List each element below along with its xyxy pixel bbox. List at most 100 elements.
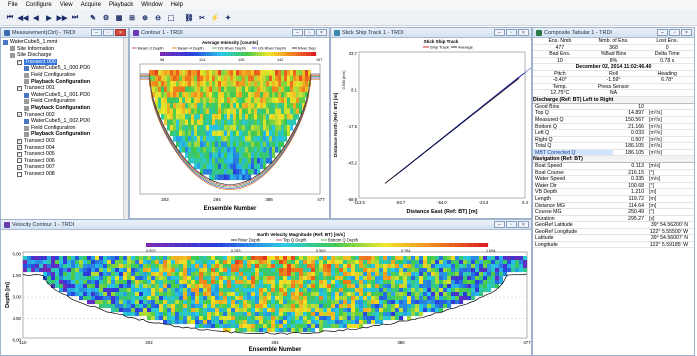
tree-node[interactable]: Transect 006	[2, 158, 127, 165]
menu-view[interactable]: View	[59, 2, 73, 8]
colorbar-cell	[484, 243, 489, 247]
skip-last-icon[interactable]: ⏭	[71, 13, 79, 21]
intensity-contour-chart[interactable]: Average Intensity [counts]Beam 3 Depth Be…	[130, 38, 329, 218]
contour-cell	[355, 308, 360, 313]
menu-playback[interactable]: Playback	[108, 2, 134, 8]
close-icon[interactable]: ×	[316, 29, 327, 36]
unlink-icon[interactable]: ✂	[199, 14, 205, 22]
velocity-titlebar[interactable]: Velocity Contour 1 - TRDI – ▫ ×	[1, 220, 531, 230]
tree-node[interactable]: Transect 008	[2, 171, 127, 178]
minimize-icon[interactable]: –	[292, 29, 303, 36]
tree-node[interactable]: ✓ Transect 005	[2, 151, 127, 158]
colorbar-cell	[389, 243, 394, 247]
tree-node[interactable]: Playback Configuration	[2, 105, 127, 112]
bolt-icon[interactable]: ⚡	[210, 14, 220, 22]
tree-node[interactable]: Field Configuration	[2, 125, 127, 132]
tree-node[interactable]: Playback Configuration	[2, 79, 127, 86]
tree-node[interactable]: Field Configuration	[2, 72, 127, 79]
menu-help[interactable]: Help	[170, 2, 183, 8]
tree-node[interactable]: ✓ Transect 002	[2, 112, 127, 119]
zoom-out-icon[interactable]: ⊖	[155, 14, 161, 22]
contour-cell	[227, 292, 232, 297]
tree-node[interactable]: Field Configuration	[2, 98, 127, 105]
step-forward-icon[interactable]: ▶▶	[56, 14, 68, 22]
contour-cell	[335, 272, 340, 277]
checkbox[interactable]	[17, 171, 22, 177]
contour-cell	[271, 316, 276, 321]
menu-acquire[interactable]: Acquire	[80, 2, 101, 8]
link-icon[interactable]: ⛓	[184, 14, 194, 22]
tree-node[interactable]: ✓ Transect 007	[2, 164, 127, 171]
tree-node[interactable]: ✓ Transect 001	[2, 85, 127, 92]
stick-titlebar[interactable]: Stick Ship Track 1 - TRDI – ▫ ×	[331, 28, 531, 38]
tree-node[interactable]: WaterCube5_1_000.PD0	[2, 65, 127, 72]
tree-node[interactable]: Site Information	[2, 46, 127, 53]
tree-node[interactable]: ✓ Transect 003	[2, 138, 127, 145]
checkbox[interactable]: ✓	[17, 85, 22, 91]
contour-cell	[155, 97, 159, 104]
tool-3-icon[interactable]: ▦	[115, 14, 123, 22]
minimize-icon[interactable]: –	[494, 29, 505, 36]
checkbox[interactable]: ✓	[17, 59, 22, 65]
menu-configure[interactable]: Configure	[25, 2, 52, 8]
menu-file[interactable]: File	[8, 2, 18, 8]
restore-icon[interactable]: ▫	[669, 29, 680, 36]
contour-cell	[158, 86, 162, 93]
tree-node[interactable]: WaterCube5_1.mmt	[2, 39, 127, 46]
tabular-titlebar[interactable]: Composite Tabular 1 - TRDI – ▫ ×	[533, 28, 694, 38]
minimize-icon[interactable]: –	[494, 221, 505, 228]
restore-icon[interactable]: ▫	[103, 29, 114, 36]
tree-node[interactable]: Playback Configuration	[2, 131, 127, 138]
contour-cell	[359, 312, 364, 317]
checkbox[interactable]: ✓	[17, 138, 22, 144]
play-icon[interactable]: ▶	[46, 14, 52, 22]
checkbox[interactable]: ✓	[17, 151, 22, 157]
restore-icon[interactable]: ▫	[506, 221, 517, 228]
skip-first-icon[interactable]: ⏮	[6, 13, 14, 21]
checkbox[interactable]	[17, 158, 22, 164]
star-icon[interactable]: ✦	[225, 14, 231, 22]
step-back-icon[interactable]: ◀◀	[17, 14, 29, 22]
menu-window[interactable]: Window	[141, 2, 163, 8]
zoom-box-icon[interactable]: ⬚	[167, 14, 175, 22]
play-back-icon[interactable]: ◀	[33, 14, 39, 22]
zoom-in-icon[interactable]: ⊕	[142, 14, 148, 22]
tree-node[interactable]: ✓ Transect 000	[2, 58, 127, 66]
contour-cell	[123, 308, 128, 313]
contour-cell	[263, 268, 268, 273]
contour-cell	[311, 280, 316, 285]
tree-scrollbar[interactable]	[123, 38, 128, 236]
colorbar-tick: 128	[238, 58, 244, 62]
contour-titlebar[interactable]: Contour 1 - TRDI – ▫ ×	[130, 28, 329, 38]
contour-cell	[164, 92, 168, 98]
row-label: Longitude	[535, 241, 558, 248]
tree-node[interactable]: Site Discharge	[2, 52, 127, 59]
checkbox[interactable]: ✓	[17, 144, 22, 151]
close-icon[interactable]: ×	[518, 29, 529, 36]
minimize-icon[interactable]: –	[91, 29, 102, 36]
contour-cell	[459, 280, 464, 285]
restore-icon[interactable]: ▫	[506, 29, 517, 36]
tool-4-icon[interactable]: ⊞	[129, 14, 135, 22]
tree-titlebar[interactable]: Measurement(Ctrl) - TRDI – ▫ ×	[1, 28, 128, 38]
tool-2-icon[interactable]: ⚙	[102, 14, 110, 22]
close-icon[interactable]: ×	[681, 29, 692, 36]
tree-node[interactable]: ✓ Transect 004	[2, 145, 127, 152]
checkbox[interactable]: ✓	[17, 164, 22, 171]
close-icon[interactable]: ×	[518, 221, 529, 228]
contour-cell	[255, 304, 260, 309]
minimize-icon[interactable]: –	[657, 29, 668, 36]
colorbar-cell	[400, 243, 405, 247]
node-icon	[24, 99, 29, 105]
contour-cell	[179, 75, 183, 82]
tree-node[interactable]: WaterCube5_1_001.PD0	[2, 92, 127, 99]
checkbox[interactable]: ✓	[17, 111, 22, 118]
contour-cell	[75, 272, 80, 277]
tool-1-icon[interactable]: ✎	[90, 14, 96, 22]
contour-cell	[248, 125, 252, 131]
velocity-contour-chart[interactable]: Earth Velocity Magnitude (Ref: BT) [m/s]…	[1, 230, 531, 355]
close-icon[interactable]: ×	[115, 29, 126, 36]
tree-node[interactable]: WaterCube5_1_002.PD0	[2, 118, 127, 125]
restore-icon[interactable]: ▫	[304, 29, 315, 36]
